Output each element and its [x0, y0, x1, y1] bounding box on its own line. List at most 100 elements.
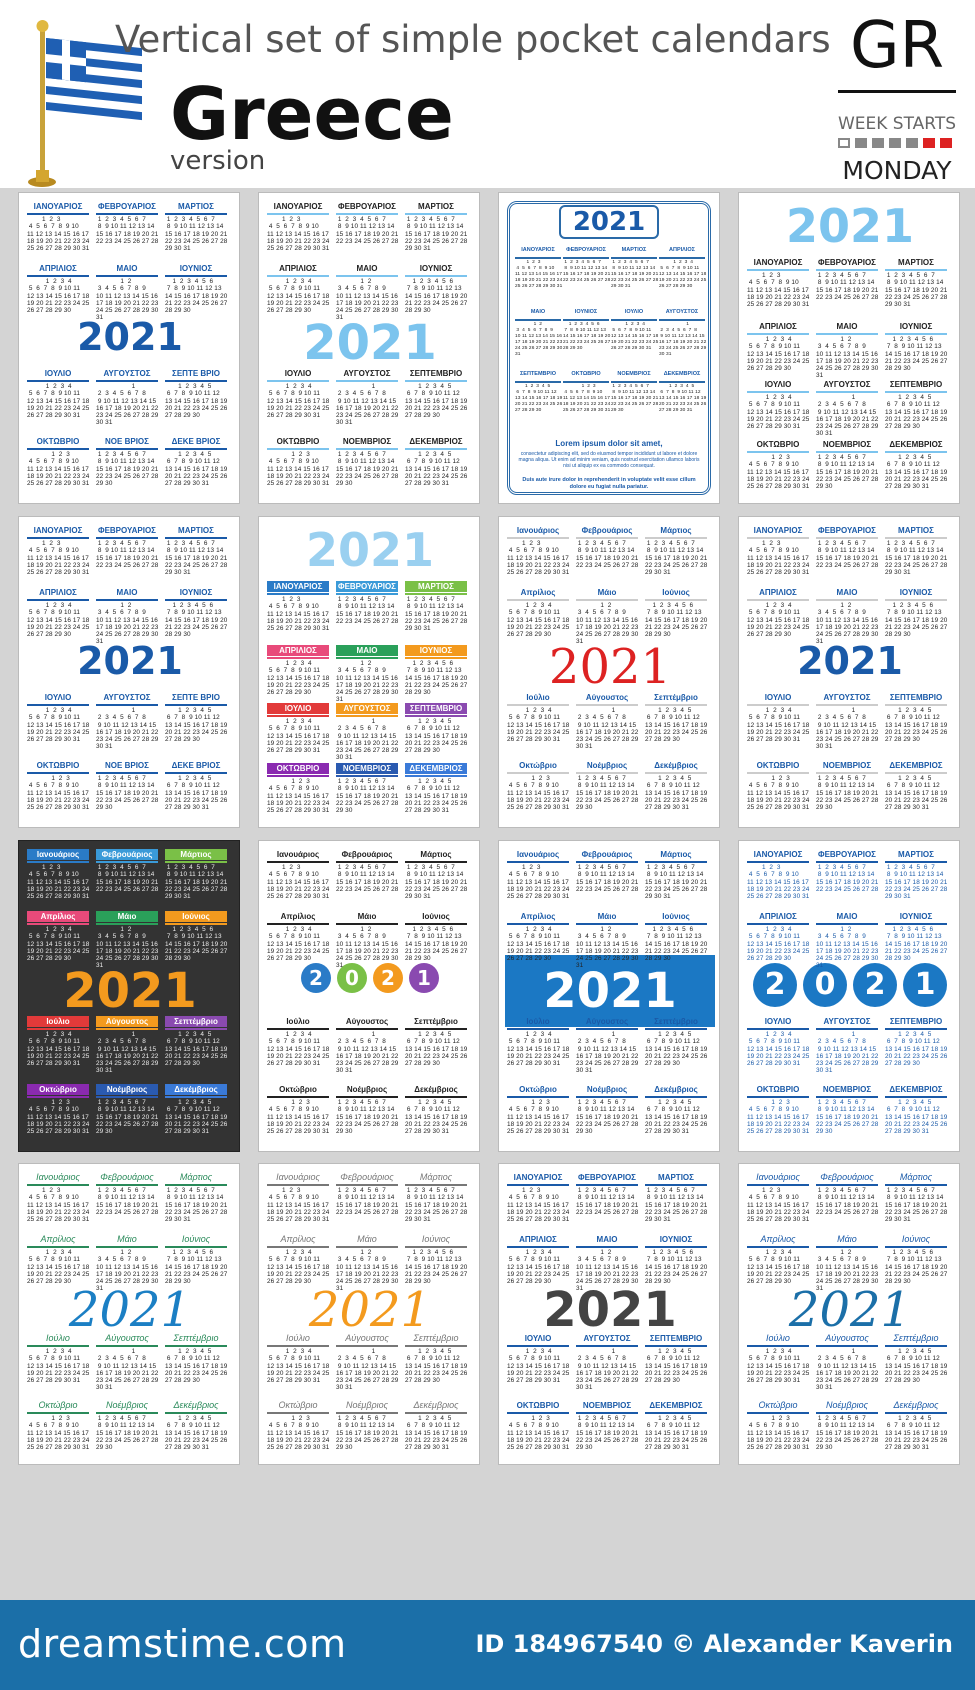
month-days: 1 2 3 4 5 6 7 8 9 10 11 12 13 14 15 16 1… — [165, 926, 228, 963]
divider — [838, 90, 956, 93]
divider — [405, 380, 467, 382]
month-block: ΣΕΠΤΕΜΒΡΙΟ 1 2 3 4 5 6 7 8 9 10 11 12 13… — [405, 368, 467, 419]
month-block: Αύγουστος 1 2 3 4 5 6 7 8 9 10 11 12 13 … — [336, 1333, 398, 1392]
divider — [405, 1028, 467, 1030]
month-days: 1 2 3 4 5 6 7 8 9 10 11 12 13 14 15 16 1… — [747, 1348, 810, 1385]
year-label: 2021 — [305, 523, 435, 577]
divider — [96, 772, 158, 774]
month-block: ΦΕΒΡΟΥΑΡΙΟΣ 1 2 3 4 5 6 7 8 9 10 11 12 1… — [816, 257, 878, 301]
month-name: ΔΕΚΕΜΒΡΙΟΣ — [889, 761, 943, 770]
month-days: 1 2 3 4 5 6 7 8 9 10 11 12 13 14 15 16 1… — [563, 260, 611, 283]
month-name: Δεκέμβριος — [654, 1085, 698, 1094]
month-name: Μάιο — [597, 588, 617, 597]
divider — [165, 1345, 227, 1347]
divider — [165, 599, 227, 601]
month-days: 1 2 3 4 5 6 7 8 9 10 11 12 13 14 15 16 1… — [816, 336, 879, 380]
divider — [816, 1412, 878, 1414]
month-days: 1 2 3 4 5 6 7 8 9 10 11 12 13 14 15 16 1… — [885, 1187, 948, 1224]
pocket-calendar-card: 2021 ΙΑΝΟΥΑΡΙΟΣ 1 2 3 4 5 6 7 8 9 10 11 1… — [18, 516, 240, 828]
divider — [816, 1345, 878, 1347]
month-days: 1 2 3 4 5 6 7 8 9 10 11 12 13 14 15 16 1… — [336, 1031, 399, 1075]
month-days: 1 2 3 4 5 6 7 8 9 10 11 12 13 14 15 16 1… — [563, 322, 611, 351]
month-block: Οκτώβριο 1 2 3 4 5 6 7 8 9 10 11 12 13 1… — [27, 1400, 89, 1451]
divider — [27, 1096, 89, 1098]
month-block: ΙΟΥΝΙΟΣ 1 2 3 4 5 6 7 8 9 10 11 12 13 14… — [563, 307, 611, 352]
month-block: Μάρτιος 1 2 3 4 5 6 7 8 9 10 11 12 13 14… — [645, 525, 707, 576]
month-name: ΑΥΓΟΥΣΤΟΣ — [583, 1334, 631, 1343]
divider — [405, 923, 467, 925]
month-days: 1 2 3 4 5 6 7 8 9 10 11 12 13 14 15 16 1… — [747, 775, 810, 812]
divider — [747, 391, 809, 393]
month-block: Ιούνιος 1 2 3 4 5 6 7 8 9 10 11 12 13 14… — [405, 911, 467, 962]
month-block: Σεπτέμβριο 1 2 3 4 5 6 7 8 9 10 11 12 13… — [405, 1016, 467, 1067]
month-name: Ιούλιο — [46, 1333, 70, 1343]
month-name: ΦΕΒΡΟΥΑΡΙΟΣ — [578, 1173, 636, 1182]
divider — [405, 1246, 467, 1248]
pocket-calendar-card: 2021 ΙΑΝΟΥΑΡΙΟΣ 1 2 3 4 5 6 7 8 9 10 11 1… — [498, 192, 720, 504]
month-name: ΜΑΙΟ — [836, 588, 858, 597]
month-days: 1 2 3 4 5 6 7 8 9 10 11 12 13 14 15 16 1… — [576, 1187, 639, 1216]
month-name: ΙΟΥΛΙΟ — [267, 703, 329, 714]
month-block: Οκτώβριο 1 2 3 4 5 6 7 8 9 10 11 12 13 1… — [267, 1084, 329, 1135]
month-name: ΑΠΡΙΛΙΟΣ — [759, 912, 797, 921]
month-name: ΣΕΠΤΕΜΒΡΙΟ — [649, 1334, 703, 1343]
month-block: ΑΠΡΙΛΙΟΣ 1 2 3 4 5 6 7 8 9 10 11 12 13 1… — [747, 587, 809, 638]
divider — [507, 772, 569, 774]
divider — [165, 213, 227, 215]
divider — [267, 715, 329, 717]
divider — [27, 1028, 89, 1030]
month-block: Ιούλιο 1 2 3 4 5 6 7 8 9 10 11 12 13 14 … — [267, 1016, 329, 1067]
month-block: ΙΟΥΛΙΟ 1 2 3 4 5 6 7 8 9 10 11 12 13 14 … — [747, 379, 809, 430]
divider — [885, 1184, 947, 1186]
month-block: ΙΟΥΝΙΟΣ 1 2 3 4 5 6 7 8 9 10 11 12 13 14… — [405, 263, 467, 314]
month-name: ΟΚΤΩΒΡΙΟ — [276, 437, 320, 446]
month-block: ΦΕΒΡΟΥΑΡΙΟΣ 1 2 3 4 5 6 7 8 9 10 11 12 1… — [816, 849, 878, 893]
divider — [576, 1096, 638, 1098]
month-block: ΙΑΝΟΥΑΡΙΟΣ 1 2 3 4 5 6 7 8 9 10 11 12 13… — [747, 849, 809, 900]
month-block: ΑΥΓΟΥΣΤΟΣ 1 2 3 4 5 6 7 8 9 10 11 12 13 … — [96, 692, 158, 751]
month-days: 1 2 3 4 5 6 7 8 9 10 11 12 13 14 15 16 1… — [659, 384, 707, 413]
month-block: ΙΑΝΟΥΑΡΙΟΣ 1 2 3 4 5 6 7 8 9 10 11 12 13… — [267, 201, 329, 252]
month-block: Ιανουάριος 1 2 3 4 5 6 7 8 9 10 11 12 13… — [507, 849, 569, 900]
month-days: 1 2 3 4 5 6 7 8 9 10 11 12 13 14 15 16 1… — [405, 864, 468, 901]
month-days: 1 2 3 4 5 6 7 8 9 10 11 12 13 14 15 16 1… — [816, 775, 879, 812]
month-name: ΣΕΠΤΕ ΒΡΙΟ — [172, 369, 220, 378]
divider — [885, 537, 947, 539]
month-name: ΙΑΝΟΥΑΡΙΟΣ — [273, 202, 323, 211]
lorem-text: consectetur adipiscing elit, sed do eius… — [518, 451, 700, 469]
month-days: 1 2 3 4 5 6 7 8 9 10 11 12 13 14 15 16 1… — [507, 864, 570, 901]
year-label: 2021 — [797, 639, 903, 683]
divider — [747, 537, 809, 539]
ornamental-frame — [507, 201, 711, 495]
month-block: Σεπτέμβριο 1 2 3 4 5 6 7 8 9 10 11 12 13… — [405, 1333, 467, 1384]
month-name: ΟΚΤΩΒΡΙΟ — [516, 1401, 560, 1410]
month-block: ΣΕΠΤΕΜΒΡΙΟ 1 2 3 4 5 6 7 8 9 10 11 12 13… — [405, 703, 467, 754]
month-days: 1 2 3 4 5 6 7 8 9 10 11 12 13 14 15 16 1… — [563, 384, 611, 413]
month-block: ΑΠΡΙΛΙΟΣ 1 2 3 4 5 6 7 8 9 10 11 12 13 1… — [27, 587, 89, 638]
month-days: 1 2 3 4 5 6 7 8 9 10 11 12 13 14 15 16 1… — [267, 1415, 330, 1452]
month-block: ΔΕΚΕΜΒΡΙΟΣ 1 2 3 4 5 6 7 8 9 10 11 12 13… — [885, 1084, 947, 1135]
month-block: Ιούνιος 1 2 3 4 5 6 7 8 9 10 11 12 13 14… — [645, 911, 707, 962]
month-name: ΣΕΠΤΕΜΒΡΙΟ — [405, 703, 467, 714]
month-block: Οκτώβριο 1 2 3 4 5 6 7 8 9 10 11 12 13 1… — [507, 1084, 569, 1135]
divider — [816, 269, 878, 271]
month-name: ΔΕΚΕ ΒΡΙΟΣ — [171, 437, 221, 446]
month-block: ΙΟΥΛΙΟ 1 2 3 4 5 6 7 8 9 10 11 12 13 14 … — [267, 368, 329, 419]
month-days: 1 2 3 4 5 6 7 8 9 10 11 12 13 14 15 16 1… — [165, 1031, 228, 1068]
month-block: ΙΟΥΝΙΟΣ 1 2 3 4 5 6 7 8 9 10 11 12 13 14… — [885, 587, 947, 638]
month-days: 1 2 3 4 5 6 7 8 9 10 11 12 13 14 15 16 1… — [885, 394, 948, 431]
month-days: 1 2 3 4 5 6 7 8 9 10 11 12 13 14 15 16 1… — [336, 1249, 399, 1293]
month-block: ΝΟΕΜΒΡΙΟΣ 1 2 3 4 5 6 7 8 9 10 11 12 13 … — [576, 1400, 638, 1451]
month-name: ΙΟΥΛΙΟ — [764, 380, 792, 389]
divider — [747, 1246, 809, 1248]
month-block: Οκτώβριο 1 2 3 4 5 6 7 8 9 10 11 12 13 1… — [267, 1400, 329, 1451]
month-block: Ιανουάριος 1 2 3 4 5 6 7 8 9 10 11 12 13… — [27, 1172, 89, 1223]
month-days: 1 2 3 4 5 6 7 8 9 10 11 12 13 14 15 16 1… — [816, 540, 879, 569]
month-block: ΣΕΠΤΕΜΒΡΙΟ 1 2 3 4 5 6 7 8 9 10 11 12 13… — [885, 379, 947, 430]
year-label: 2021 — [543, 1282, 677, 1338]
divider — [267, 380, 329, 382]
month-name: ΑΠΡΙΛΙΟΣ — [669, 247, 695, 253]
year-digit: 1 — [903, 963, 947, 1007]
month-days: 1 2 3 4 5 6 7 8 9 10 11 12 13 14 15 16 1… — [885, 1249, 948, 1286]
